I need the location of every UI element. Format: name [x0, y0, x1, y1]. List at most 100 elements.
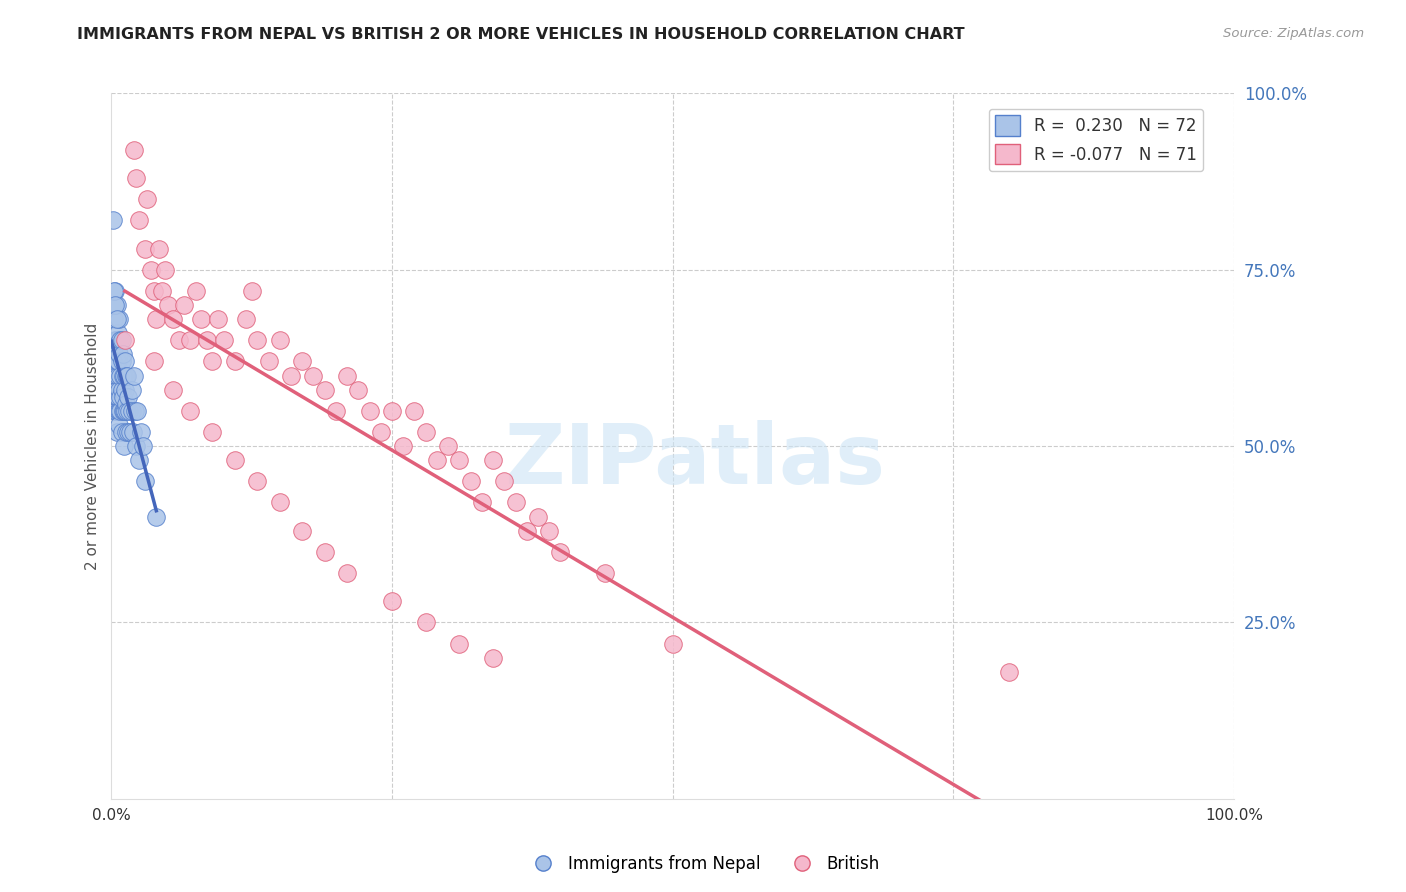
Point	[179, 333, 201, 347]
Point	[269, 495, 291, 509]
Point	[460, 475, 482, 489]
Point	[118, 404, 141, 418]
Point	[121, 404, 143, 418]
Point	[122, 368, 145, 383]
Point	[538, 524, 561, 538]
Point	[115, 368, 138, 383]
Point	[235, 312, 257, 326]
Point	[107, 326, 129, 341]
Point	[136, 192, 159, 206]
Point	[291, 524, 314, 538]
Point	[449, 453, 471, 467]
Point	[184, 284, 207, 298]
Point	[125, 439, 148, 453]
Point	[110, 390, 132, 404]
Point	[105, 333, 128, 347]
Point	[527, 509, 550, 524]
Point	[201, 425, 224, 439]
Point	[246, 475, 269, 489]
Point	[370, 425, 392, 439]
Point	[115, 368, 138, 383]
Point	[108, 312, 131, 326]
Y-axis label: 2 or more Vehicles in Household: 2 or more Vehicles in Household	[86, 322, 100, 570]
Point	[103, 312, 125, 326]
Point	[107, 354, 129, 368]
Point	[105, 425, 128, 439]
Point	[314, 545, 336, 559]
Point	[114, 354, 136, 368]
Point	[150, 284, 173, 298]
Point	[108, 404, 131, 418]
Point	[124, 404, 146, 418]
Point	[359, 404, 381, 418]
Point	[291, 354, 314, 368]
Point	[101, 213, 124, 227]
Point	[201, 354, 224, 368]
Point	[190, 312, 212, 326]
Point	[314, 383, 336, 397]
Point	[115, 397, 138, 411]
Point	[104, 333, 127, 347]
Point	[143, 284, 166, 298]
Point	[104, 368, 127, 383]
Point	[104, 404, 127, 418]
Text: IMMIGRANTS FROM NEPAL VS BRITISH 2 OR MORE VEHICLES IN HOUSEHOLD CORRELATION CHA: IMMIGRANTS FROM NEPAL VS BRITISH 2 OR MO…	[77, 27, 965, 42]
Point	[110, 383, 132, 397]
Point	[280, 368, 302, 383]
Point	[104, 333, 127, 347]
Point	[471, 495, 494, 509]
Point	[145, 509, 167, 524]
Point	[101, 354, 124, 368]
Point	[128, 213, 150, 227]
Point	[661, 636, 683, 650]
Point	[134, 242, 156, 256]
Point	[179, 404, 201, 418]
Point	[117, 425, 139, 439]
Point	[128, 453, 150, 467]
Point	[224, 354, 246, 368]
Point	[122, 143, 145, 157]
Point	[212, 333, 235, 347]
Point	[120, 425, 142, 439]
Point	[381, 594, 404, 608]
Point	[336, 566, 359, 580]
Point	[108, 383, 131, 397]
Point	[162, 312, 184, 326]
Point	[505, 495, 527, 509]
Point	[415, 425, 437, 439]
Point	[516, 524, 538, 538]
Point	[110, 425, 132, 439]
Text: Source: ZipAtlas.com: Source: ZipAtlas.com	[1223, 27, 1364, 40]
Point	[257, 354, 280, 368]
Point	[110, 333, 132, 347]
Point	[110, 368, 132, 383]
Point	[108, 347, 131, 361]
Point	[195, 333, 218, 347]
Point	[207, 312, 229, 326]
Point	[347, 383, 370, 397]
Point	[404, 404, 426, 418]
Point	[110, 404, 132, 418]
Point	[381, 404, 404, 418]
Point	[998, 665, 1021, 679]
Point	[115, 404, 138, 418]
Point	[117, 390, 139, 404]
Point	[104, 383, 127, 397]
Point	[105, 390, 128, 404]
Point	[145, 312, 167, 326]
Point	[103, 383, 125, 397]
Point	[107, 368, 129, 383]
Point	[426, 453, 449, 467]
Point	[111, 347, 134, 361]
Point	[134, 475, 156, 489]
Point	[240, 284, 263, 298]
Point	[103, 340, 125, 354]
Point	[105, 383, 128, 397]
Point	[155, 262, 177, 277]
Point	[104, 368, 127, 383]
Point	[114, 333, 136, 347]
Point	[482, 453, 505, 467]
Point	[550, 545, 572, 559]
Point	[449, 636, 471, 650]
Point	[139, 262, 162, 277]
